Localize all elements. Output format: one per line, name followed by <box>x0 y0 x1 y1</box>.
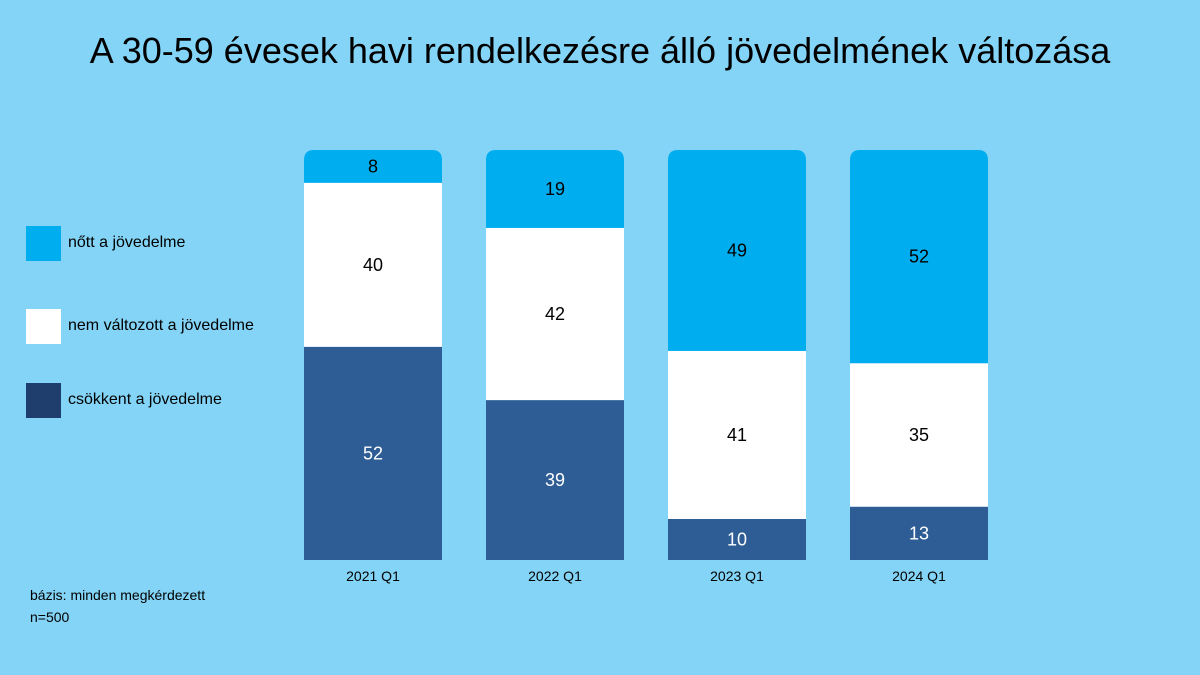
bar-segment <box>850 363 988 507</box>
x-tick-label: 2022 Q1 <box>528 568 582 584</box>
footnote-base: bázis: minden megkérdezett <box>30 587 206 603</box>
x-tick-label: 2024 Q1 <box>892 568 946 584</box>
legend-label-increased: nőtt a jövedelme <box>68 234 186 251</box>
footnote: bázis: minden megkérdezett n=500 <box>30 584 205 628</box>
bar-segment <box>304 346 442 560</box>
data-label: 40 <box>363 255 383 275</box>
chart-title: A 30-59 évesek havi rendelkezésre álló j… <box>89 30 1111 71</box>
bar-segment <box>668 150 806 351</box>
data-label: 49 <box>727 240 747 260</box>
data-label: 42 <box>545 304 565 324</box>
data-label: 39 <box>545 470 565 490</box>
data-label: 8 <box>368 156 378 176</box>
bar-segment <box>304 182 442 347</box>
bar-segment <box>486 227 624 401</box>
legend-item-increased: nőtt a jövedelme <box>26 226 326 262</box>
bar-segment <box>668 350 806 519</box>
x-tick-label: 2023 Q1 <box>710 568 764 584</box>
data-label: 13 <box>909 523 929 543</box>
legend-label-unchanged: nem változott a jövedelme <box>68 317 254 334</box>
legend-label-decreased: csökkent a jövedelme <box>68 391 222 408</box>
legend-item-unchanged: nem változott a jövedelme <box>26 309 326 345</box>
bar-segment <box>850 506 988 560</box>
data-label: 19 <box>545 179 565 199</box>
data-label: 52 <box>363 443 383 463</box>
bar-stack <box>668 150 806 560</box>
x-tick-label: 2021 Q1 <box>346 568 400 584</box>
bar-stack <box>304 150 442 560</box>
bar-segment <box>486 400 624 560</box>
legend-swatch-unchanged <box>26 309 61 344</box>
bar-stack <box>850 150 988 560</box>
legend-item-decreased: csökkent a jövedelme <box>26 383 326 419</box>
data-label: 41 <box>727 425 747 445</box>
bar-stack <box>486 150 624 560</box>
bar-segment <box>668 519 806 560</box>
legend-swatch-increased <box>26 226 61 261</box>
bar-segment <box>486 150 624 228</box>
data-label: 35 <box>909 425 929 445</box>
bar-segment <box>304 150 442 183</box>
bar-segment <box>850 150 988 364</box>
footnote-n: n=500 <box>30 609 70 625</box>
data-label: 10 <box>727 530 747 550</box>
legend-swatch-decreased <box>26 383 61 418</box>
data-label: 52 <box>909 247 929 267</box>
